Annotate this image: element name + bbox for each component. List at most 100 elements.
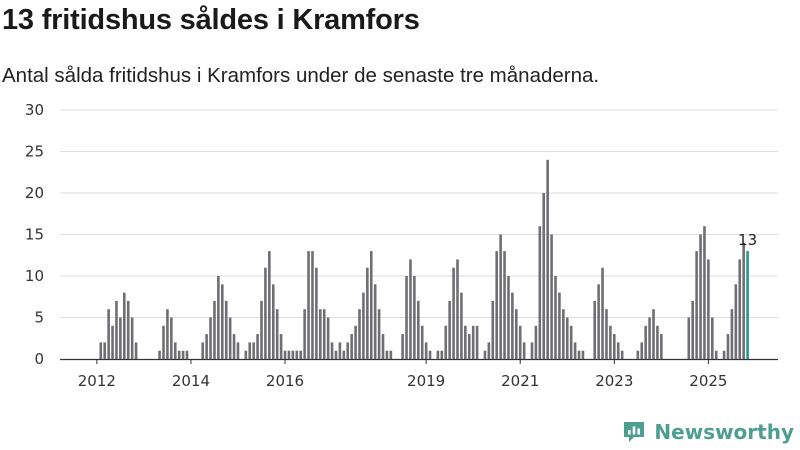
bar — [405, 276, 408, 359]
bar — [660, 334, 663, 359]
bar — [424, 342, 428, 359]
y-tick-label: 20 — [25, 184, 44, 202]
bar — [530, 342, 534, 359]
bar — [228, 317, 232, 359]
bar — [640, 342, 644, 359]
bar — [350, 334, 353, 359]
y-tick-label: 0 — [34, 350, 44, 368]
bar — [460, 292, 463, 359]
x-tick-label: 2012 — [78, 372, 116, 390]
bar — [342, 350, 346, 359]
bar — [734, 284, 738, 359]
bar — [311, 251, 314, 359]
highlight-value-label: 13 — [738, 231, 757, 249]
bar — [742, 242, 745, 359]
bar — [413, 276, 416, 359]
x-tick-label: 2021 — [501, 372, 539, 390]
bar — [369, 251, 373, 359]
bar — [181, 350, 185, 359]
bar — [491, 300, 495, 359]
bar — [303, 309, 306, 359]
bar — [170, 317, 173, 359]
bar — [362, 292, 365, 359]
bar — [738, 259, 742, 359]
bar — [221, 284, 224, 359]
bar — [558, 292, 561, 359]
x-tick-label: 2014 — [172, 372, 210, 390]
bar — [291, 350, 295, 359]
bar — [232, 334, 236, 359]
bar — [464, 325, 467, 359]
bar — [268, 251, 271, 359]
bar — [695, 251, 698, 359]
bar — [252, 342, 255, 359]
bar — [315, 267, 318, 359]
bar — [338, 342, 342, 359]
bar — [377, 309, 381, 359]
bar — [562, 309, 565, 359]
bar — [483, 350, 487, 359]
bar — [158, 350, 161, 359]
bar — [123, 292, 126, 359]
bars — [99, 159, 749, 359]
bar — [656, 325, 659, 359]
bar — [730, 309, 734, 359]
y-tick-label: 25 — [25, 143, 44, 161]
bar — [409, 259, 412, 359]
bar — [436, 350, 440, 359]
bar — [722, 350, 726, 359]
y-tick-label: 10 — [25, 267, 44, 285]
bar — [440, 350, 444, 359]
bar — [389, 350, 393, 359]
brand-name: Newsworthy — [654, 420, 794, 444]
bar — [224, 300, 228, 359]
bar — [609, 325, 612, 359]
bar — [107, 309, 110, 359]
bar — [522, 342, 526, 359]
bar — [542, 193, 546, 359]
bar — [703, 226, 706, 359]
bar — [420, 325, 424, 359]
bar — [487, 342, 491, 359]
bar — [601, 267, 604, 359]
bar — [354, 325, 357, 359]
bar — [554, 276, 557, 359]
bar — [111, 325, 114, 359]
bar — [467, 334, 471, 359]
bar — [515, 309, 518, 359]
bar — [217, 276, 220, 359]
bar — [177, 350, 181, 359]
bar — [322, 309, 326, 359]
bar — [162, 325, 165, 359]
bar — [546, 159, 549, 359]
bar — [518, 325, 522, 359]
bar — [307, 251, 310, 359]
bar — [534, 325, 538, 359]
x-tick-label: 2025 — [689, 372, 727, 390]
page-subtitle: Antal sålda fritidshus i Kramfors under … — [2, 64, 600, 87]
bar — [358, 309, 361, 359]
bar — [644, 325, 647, 359]
bar — [687, 317, 691, 359]
bar — [593, 300, 596, 359]
bar — [707, 259, 710, 359]
bar — [319, 309, 322, 359]
bar — [248, 342, 252, 359]
bar — [326, 317, 330, 359]
bar — [260, 300, 263, 359]
bar — [279, 334, 283, 359]
bar — [714, 350, 718, 359]
bar — [287, 350, 291, 359]
bar — [385, 350, 389, 359]
bar — [299, 350, 302, 359]
x-tick-label: 2023 — [595, 372, 633, 390]
bar — [538, 226, 542, 359]
bar — [726, 334, 730, 359]
page-title: 13 fritidshus såldes i Kramfors — [2, 4, 420, 36]
bar — [346, 342, 350, 359]
bar — [550, 234, 553, 359]
bar — [475, 325, 479, 359]
bar — [330, 342, 334, 359]
bar — [256, 334, 259, 359]
bar — [373, 284, 377, 359]
